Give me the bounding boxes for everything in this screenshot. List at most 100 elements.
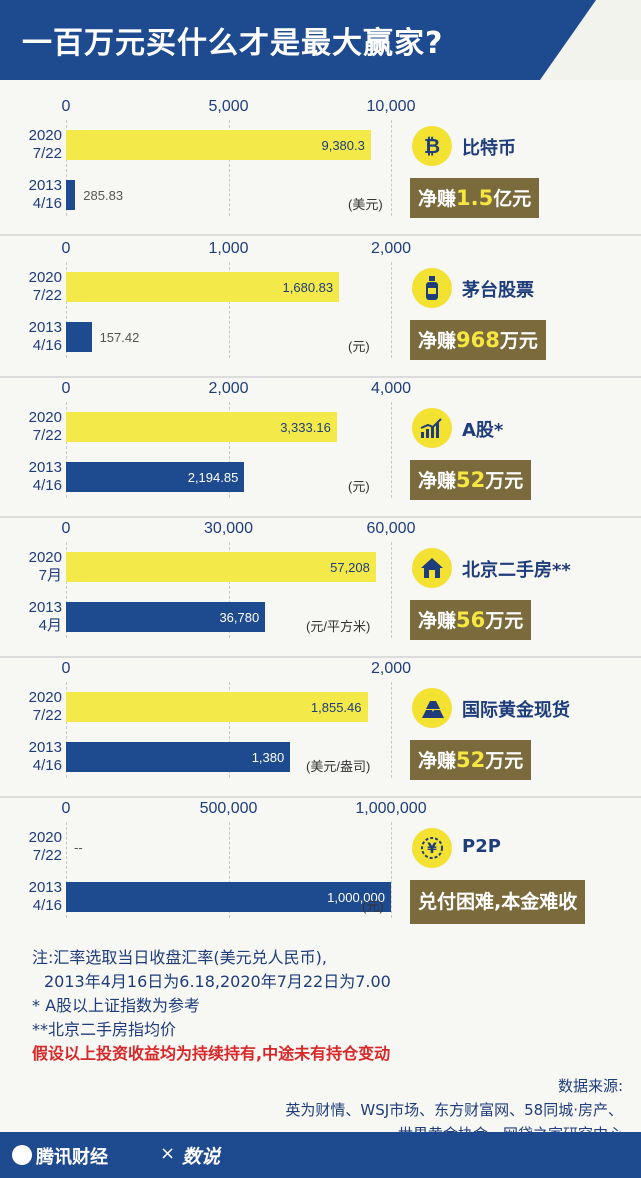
grid-line: [228, 542, 230, 638]
bar: [66, 272, 340, 302]
grid-line: [391, 542, 392, 638]
svg-text:¥: ¥: [427, 841, 437, 857]
row-label: 2013 4/16: [8, 459, 62, 495]
row-date-label: 4/16: [32, 477, 62, 494]
tick-label: 4,000: [370, 380, 412, 397]
tick-label: 10,000: [366, 98, 416, 115]
tick-label: 5,000: [208, 98, 249, 115]
grid-line: [391, 682, 392, 778]
grid-line: [66, 402, 67, 498]
bar: [66, 742, 291, 772]
row-year-label: 2013: [28, 739, 62, 756]
row-year-label: 2020: [28, 269, 62, 286]
asset-name: 北京二手房**: [462, 560, 571, 581]
tick-label: 1,000,000: [355, 800, 427, 817]
grid-line: [228, 262, 230, 358]
row-label: 2013 4/16: [8, 319, 62, 355]
header-stripe: [511, 0, 641, 80]
note-line-3: * A股以上证指数为参考: [32, 996, 201, 1015]
note-line-1: 注:汇率选取当日收盘汇率(美元兑人民币),: [32, 948, 327, 967]
row-date-label: 4/16: [32, 897, 62, 914]
stock-chart-icon: [412, 408, 452, 448]
asset-name: A股*: [462, 420, 504, 441]
source-label: 数据来源:: [557, 1077, 623, 1095]
tick-label: 2,000: [370, 660, 412, 677]
footer-brand: 腾讯财经: [36, 1147, 108, 1168]
grid-line: [228, 402, 230, 498]
bar: [66, 180, 76, 210]
note-line-4: **北京二手房指均价: [32, 1020, 177, 1039]
asset-name: 国际黄金现货: [462, 700, 570, 721]
bar: [66, 322, 92, 352]
gain-prefix: 净赚: [418, 470, 457, 492]
bar-value-label: 1,855.46: [310, 700, 362, 715]
bar-value-label: 1,000,000: [327, 890, 385, 905]
row-date-label: 4月: [38, 617, 62, 634]
asset-name: 比特币: [462, 138, 516, 159]
grid-line: [66, 262, 67, 358]
house-icon: [412, 548, 452, 588]
tick-label: 1,000: [208, 240, 249, 257]
row-year-label: 2013: [28, 879, 62, 896]
row-label: 2013 4月: [8, 599, 62, 635]
bar: [66, 412, 337, 442]
grid-line: [391, 822, 392, 918]
gain-suffix: 万元: [485, 750, 524, 772]
unit-label: (元): [348, 339, 370, 354]
bar-value-label: 1,380: [251, 750, 285, 765]
gain-suffix: 万元: [485, 610, 524, 632]
gain-prefix: 净赚: [418, 610, 457, 632]
chart-panel: 0 5,000 10,000 2020 7/22 9,380.3 2013 4/16 285.8…: [0, 98, 641, 228]
gain-number: 52: [456, 748, 486, 772]
unit-label: (元/平方米): [306, 619, 371, 634]
bar-value-label: 57,208: [330, 560, 370, 575]
bar-value-label: 9,380.3: [321, 138, 365, 153]
row-label: 2020 7/22: [8, 269, 62, 305]
row-date-label: 7/22: [32, 145, 62, 162]
grid-line: [228, 120, 230, 216]
unit-label: (美元/盎司): [306, 759, 371, 774]
tick-label: 500,000: [199, 800, 258, 817]
bar: [66, 552, 376, 582]
row-label: 2020 7/22: [8, 409, 62, 445]
row-date-label: 7/22: [32, 427, 62, 444]
chart-panel: 0 2,000 4,000 2020 7/22 3,333.16 2013 4/16 2,194…: [0, 380, 641, 510]
gain-box: 净赚52万元: [410, 740, 532, 780]
panel-divider: [0, 234, 641, 236]
bar-value-label: 285.83: [83, 188, 124, 203]
gain-prefix: 净赚: [418, 188, 457, 210]
grid-line: [391, 262, 392, 358]
row-year-label: 2020: [28, 409, 62, 426]
grid-line: [66, 822, 67, 918]
gain-suffix: 亿元: [493, 188, 532, 210]
row-year-label: 2013: [28, 177, 62, 194]
svg-text:₿: ₿: [424, 134, 440, 158]
row-date-label: 4/16: [32, 337, 62, 354]
bar: [66, 602, 266, 632]
bar-value-label: 3,333.16: [280, 420, 331, 435]
gain-number: 52: [456, 468, 486, 492]
unit-label: (美元): [348, 197, 383, 212]
row-label: 2013 4/16: [8, 739, 62, 775]
gain-prefix: 净赚: [418, 750, 457, 772]
tick-label: 0: [61, 380, 71, 397]
chart-panel: 0 1,000 2,000 2020 7/22 1,680.83 2013 4/16 157.4…: [0, 240, 641, 370]
chart-panel: 0 30,000 60,000 2020 7月 57,208 2013 4月 36,780 (元/…: [0, 520, 641, 650]
gain-suffix: 万元: [499, 330, 538, 352]
row-year-label: 2020: [28, 689, 62, 706]
yen-coin-icon: ¥: [412, 828, 452, 868]
grid-line: [66, 542, 67, 638]
tick-label: 0: [61, 800, 71, 817]
tick-label: 30,000: [204, 520, 253, 537]
row-label: 2020 7/22: [8, 127, 62, 163]
note-line-2: 2013年4月16日为6.18,2020年7月22日为7.00: [44, 972, 391, 991]
chart-panel: 0 2,000 2020 7/22 1,855.46 2013 4/16 1,380 (美元/盎…: [0, 660, 641, 790]
gain-suffix: 万元: [485, 470, 524, 492]
gain-box: 净赚56万元: [410, 600, 532, 640]
unit-label: (元): [362, 899, 384, 914]
gain-prefix: 兑付困难,本金难收: [418, 891, 578, 913]
gain-number: 1.5: [456, 186, 494, 210]
row-date-label: 7/22: [32, 847, 62, 864]
source-line-1: 英为财情、WSJ市场、东方财富网、58同城·房产、: [285, 1101, 623, 1119]
row-date-label: 4/16: [32, 757, 62, 774]
